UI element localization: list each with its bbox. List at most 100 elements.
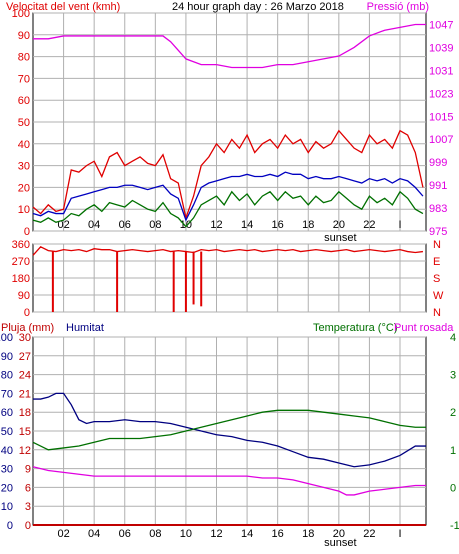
wind-speed-axis: 0 10 20 30 40 50 60 70 80 90 100 xyxy=(12,8,30,238)
tick-label: 9 xyxy=(25,464,31,476)
time-axis-bottom: 02 04 06 08 10 12 14 16 18 20 22 I xyxy=(57,528,401,540)
tick-label: 30 xyxy=(19,332,31,344)
tick-label: 0 xyxy=(450,482,456,494)
tick-label: 02 xyxy=(57,528,69,540)
tick-label: 20 xyxy=(1,482,13,494)
tick-label: 90 xyxy=(18,30,30,42)
tick-label: 360 xyxy=(12,239,30,251)
tick-label: 0 xyxy=(25,520,31,532)
tick-label: 22 xyxy=(363,528,375,540)
tick-label: 08 xyxy=(149,528,161,540)
tick-label: 0 xyxy=(24,226,30,238)
tick-label: 06 xyxy=(119,528,131,540)
tick-label: 60 xyxy=(18,95,30,107)
wind-pressure-series xyxy=(32,23,426,228)
tick-label: 90 xyxy=(18,290,30,302)
tick-label: 80 xyxy=(18,52,30,64)
tick-label: 10 xyxy=(180,219,192,231)
tick-label: 999 xyxy=(429,157,447,169)
wind-direction-series xyxy=(32,246,424,312)
tick-label: 6 xyxy=(25,482,31,494)
tick-label: 10 xyxy=(1,501,13,513)
tick-label: 1015 xyxy=(429,111,453,123)
tick-label: 16 xyxy=(272,219,284,231)
tick-label: I xyxy=(398,219,401,231)
rain-axis: 0 3 6 9 12 15 18 21 24 27 30 xyxy=(19,332,31,532)
tick-label: 180 xyxy=(12,273,30,285)
tick-label: 15 xyxy=(19,426,31,438)
humidity-temperature-grid xyxy=(33,336,426,526)
tick-label: 20 xyxy=(333,528,345,540)
tick-label: 30 xyxy=(18,161,30,173)
tick-label: 0 xyxy=(7,520,13,532)
wind-pressure-grid xyxy=(33,12,426,232)
tick-label: 70 xyxy=(1,388,13,400)
tick-label: 975 xyxy=(429,226,447,238)
humidity-temperature-series xyxy=(32,392,426,526)
pressure-axis: 975 983 991 999 1007 1015 1023 1031 1039 1047 xyxy=(429,19,453,238)
sunset-label-bottom: sunset xyxy=(324,537,356,549)
pressure-line xyxy=(33,23,426,69)
humidity-axis-label: Humitat xyxy=(66,322,104,334)
tick-label: 1031 xyxy=(429,65,453,77)
tick-label: 2 xyxy=(450,407,456,419)
tick-label: 100 xyxy=(0,332,13,344)
dewpoint-line xyxy=(32,466,426,496)
wind-pressure-panel: 0 10 20 30 40 50 60 70 80 90 100 975 983 991 999 1007 1… xyxy=(6,1,453,244)
wind-direction-grid xyxy=(33,243,426,313)
tick-label: 27 xyxy=(19,351,31,363)
tick-label: I xyxy=(398,528,401,540)
tick-label: E xyxy=(433,256,440,268)
wind_gust-line xyxy=(32,129,424,221)
dewpoint-axis-label: Punt rosada xyxy=(394,322,454,334)
temperature-line xyxy=(32,409,426,451)
sunset-label: sunset xyxy=(324,232,356,244)
tick-label: -1 xyxy=(450,520,459,532)
tick-label: 983 xyxy=(429,203,447,215)
tick-label: 70 xyxy=(18,73,30,85)
tick-label: 80 xyxy=(1,370,13,382)
tick-label: 40 xyxy=(1,445,13,457)
tick-label: S xyxy=(433,273,440,285)
tick-label: 1007 xyxy=(429,134,453,146)
tick-label: 0 xyxy=(24,307,30,319)
time-axis-top: 02 04 06 08 10 12 14 16 18 20 22 I xyxy=(57,219,401,231)
tick-label: N xyxy=(433,307,441,319)
wind-axis-label: Velocitat del vent (kmh) xyxy=(6,1,120,13)
tick-label: 18 xyxy=(19,407,31,419)
wind_direction-line xyxy=(32,246,424,256)
tick-label: W xyxy=(433,290,444,302)
temperature-axis: -1 0 1 2 3 4 xyxy=(450,332,459,532)
tick-label: 20 xyxy=(18,182,30,194)
tick-label: 04 xyxy=(88,219,100,231)
wind_avg-line xyxy=(32,171,424,222)
chart-title: 24 hour graph day : 26 Marzo 2018 xyxy=(172,1,344,13)
tick-label: 14 xyxy=(241,219,253,231)
tick-label: 90 xyxy=(1,351,13,363)
tick-label: 20 xyxy=(333,219,345,231)
tick-label: 12 xyxy=(210,219,222,231)
humidity-line xyxy=(33,392,426,468)
tick-label: 10 xyxy=(18,204,30,216)
tick-label: 4 xyxy=(450,332,456,344)
tick-label: 270 xyxy=(12,256,30,268)
tick-label: 991 xyxy=(429,180,447,192)
humidity-axis: 0 10 20 30 40 50 60 70 80 90 100 xyxy=(0,332,13,532)
tick-label: 14 xyxy=(241,528,253,540)
tick-label: 12 xyxy=(19,445,31,457)
tick-label: 10 xyxy=(180,528,192,540)
tick-label: 21 xyxy=(19,388,31,400)
temperature-axis-label: Temperatura (°C) xyxy=(313,322,397,334)
tick-label: 1039 xyxy=(429,42,453,54)
tick-label: 100 xyxy=(12,8,30,20)
pressure-axis-label: Pressió (mb) xyxy=(367,1,429,13)
tick-label: 16 xyxy=(272,528,284,540)
wind_min-line xyxy=(32,190,424,228)
tick-label: 30 xyxy=(1,464,13,476)
tick-label: 18 xyxy=(302,219,314,231)
tick-label: 1 xyxy=(450,445,456,457)
tick-label: 22 xyxy=(363,219,375,231)
tick-label: 1023 xyxy=(429,88,453,100)
